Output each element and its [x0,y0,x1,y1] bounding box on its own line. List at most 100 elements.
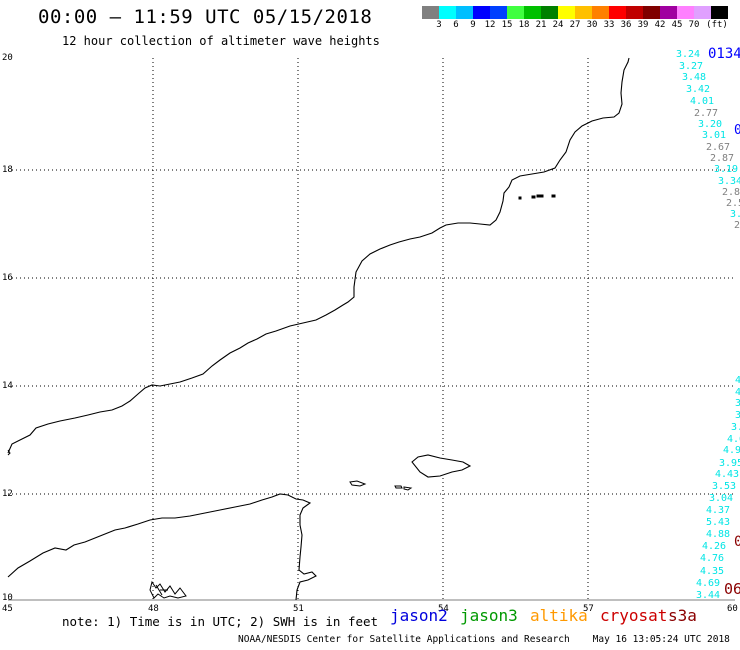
swh-reading: 4 [735,375,740,386]
swh-reading: 3.24 [676,49,701,60]
swh-reading: 3.19 [714,164,739,175]
y-tick-label: 18 [2,165,13,175]
swh-reading: 4.43 [715,469,740,480]
legend-label: 36 [620,20,632,30]
swh-reading: 4.26 [702,541,727,552]
legend-swatch-1 [439,6,456,19]
coastline-fragment-west [7,449,11,456]
legend-label: 39 [637,20,649,30]
swh-reading: 2.5 [726,198,740,209]
y-tick-label: 14 [2,381,13,391]
y-tick-label: 20 [2,53,13,63]
legend-swatch-13 [643,6,660,19]
legend-label: 27 [569,20,581,30]
island-samhah [394,485,413,491]
swh-reading: 3.53 [712,481,737,492]
legend-label: 3 [436,20,442,30]
legend-label: 12 [484,20,496,30]
land-patch-somalia-coast [149,580,187,599]
track-time-label: 0134 [708,46,740,62]
swh-reading: 3.20 [698,119,723,130]
y-tick-label: 12 [2,489,13,499]
swh-reading: 3.01 [702,130,727,141]
track-time-label: 0 [734,123,740,138]
x-tick-label: 54 [438,604,449,614]
legend-swatch-2 [456,6,473,19]
legend-swatch-14 [660,6,677,19]
legend-swatch-5 [507,6,524,19]
legend-swatch-15 [677,6,694,19]
footer-credit: NOAA/NESDIS Center for Satellite Applica… [238,634,730,645]
legend-label: 45 [671,20,683,30]
swh-reading: 3.44 [696,590,721,601]
legend-label: 33 [603,20,615,30]
satellite-jason3: jason3 [460,606,518,625]
legend-swatch-10 [592,6,609,19]
swh-reading: 3.42 [686,84,711,95]
swh-reading: 3.8 [731,422,740,433]
legend-swatch-16 [694,6,711,19]
y-tick-label: 16 [2,273,13,283]
legend-label: (ft) [706,20,728,30]
legend-label: 30 [586,20,598,30]
swh-reading: 4 [735,387,740,398]
coastline-arabian-peninsula [7,57,630,454]
swh-reading: 3.04 [709,493,734,504]
legend-swatch-17 [711,6,728,19]
legend-label: 18 [518,20,530,30]
legend-label: 24 [552,20,564,30]
swh-reading: 3.34 [718,176,740,187]
island-socotra [411,454,472,478]
x-tick-label: 45 [2,604,13,614]
x-tick-label: 57 [583,604,594,614]
y-tick-label: 10 [2,593,13,603]
credit-text: NOAA/NESDIS Center for Satellite Applica… [238,634,570,645]
swh-reading: 4.35 [700,566,725,577]
swh-reading: 3. [730,209,740,220]
swh-reading: 4.37 [706,505,731,516]
legend-swatch-7 [541,6,558,19]
legend-swatch-6 [524,6,541,19]
track-time-label: 0 [734,534,740,550]
footer-note: note: 1) Time is in UTC; 2) SWH is in fe… [62,614,379,629]
legend-swatch-8 [558,6,575,19]
x-tick-label: 60 [727,604,738,614]
page-title: 00:00 – 11:59 UTC 05/15/2018 [38,6,373,28]
swh-reading: 4.88 [706,529,731,540]
legend-swatch-0 [422,6,439,19]
legend-label: 15 [501,20,513,30]
track-time-label: 06 [724,580,740,598]
swh-reading: 4.99 [723,445,740,456]
swh-reading: 3.27 [679,61,704,72]
x-tick-label: 51 [293,604,304,614]
page-subtitle: 12 hour collection of altimeter wave hei… [62,34,380,48]
legend-swatch-12 [626,6,643,19]
generated-timestamp: May 16 13:05:24 UTC 2018 [592,634,730,645]
x-tick-label: 48 [148,604,159,614]
satellite-cryosat: cryosat [600,606,668,625]
swh-reading: 2. [734,220,740,231]
color-legend [422,6,728,19]
swh-reading: 2.8 [722,187,740,198]
swh-reading: 2.67 [706,142,731,153]
swh-reading: 4.76 [700,553,725,564]
swh-reading: 5.43 [706,517,731,528]
islands-kuria-muria [518,194,556,200]
swh-reading: 4.69 [696,578,721,589]
swh-reading: 2.77 [694,108,719,119]
swh-reading: 4.6 [727,434,740,445]
swh-reading: 4.01 [690,96,715,107]
legend-swatch-3 [473,6,490,19]
island-abd-al-kuri [349,480,367,487]
swh-reading: 3.95 [719,458,740,469]
legend-label: 9 [470,20,476,30]
legend-label: 21 [535,20,547,30]
coastline-somalia [7,493,317,601]
legend-swatch-4 [490,6,507,19]
satellite-s3a: s3a [668,606,697,625]
legend-label: 70 [688,20,700,30]
swh-reading: 3.48 [682,72,707,83]
swh-reading: 3. [735,398,740,409]
satellite-altika: altika [530,606,588,625]
